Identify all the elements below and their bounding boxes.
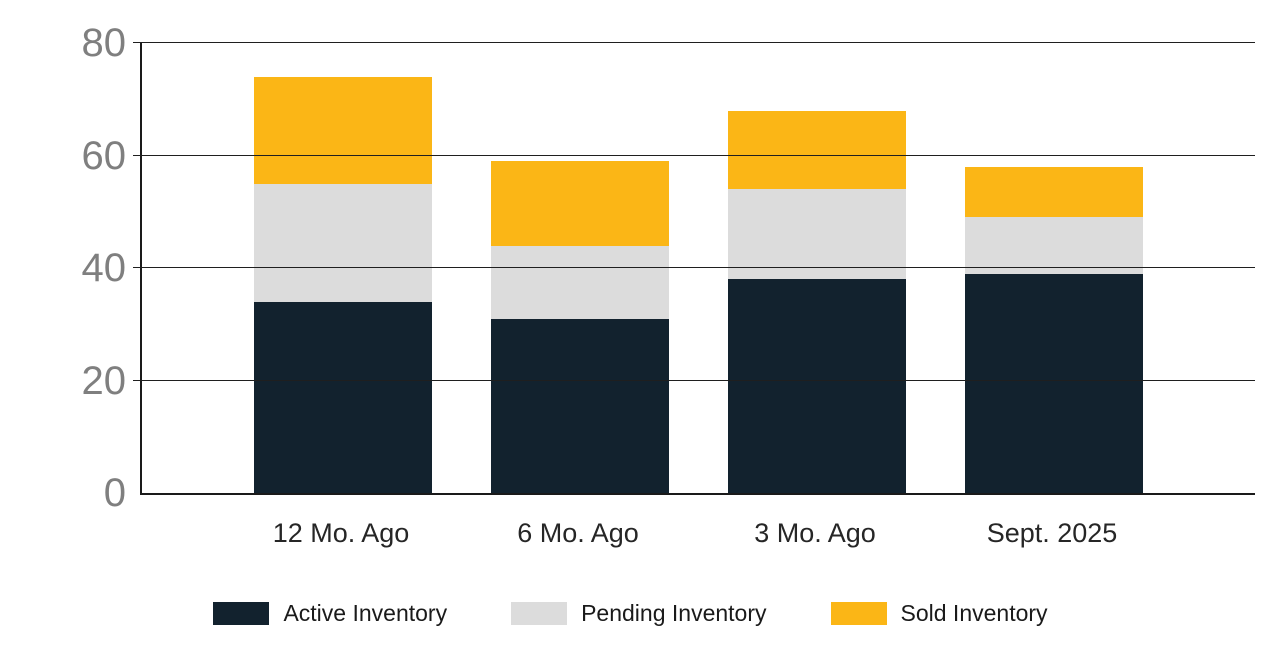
plot-area <box>133 42 1255 495</box>
legend-swatch <box>511 602 568 625</box>
bar-segment-pending <box>491 245 669 319</box>
bar-4 <box>965 43 1143 493</box>
y-tick-label: 60 <box>81 133 127 178</box>
x-tick-label: 6 Mo. Ago <box>517 518 639 548</box>
legend-label: Sold Inventory <box>900 600 1048 626</box>
gridline <box>133 42 1255 43</box>
bar-segment-pending <box>728 189 906 280</box>
bar-segment-sold <box>254 76 432 184</box>
gridline <box>133 267 1255 268</box>
x-axis: 12 Mo. Ago 6 Mo. Ago 3 Mo. Ago Sept. 2025 <box>140 518 1253 549</box>
bar-segment-active <box>728 279 906 493</box>
bar-2 <box>491 43 669 493</box>
bar-segment-pending <box>965 217 1143 274</box>
y-tick-label: 40 <box>81 246 127 290</box>
legend-label: Pending Inventory <box>581 600 767 626</box>
legend: Active Inventory Pending Inventory Sold In… <box>0 600 1261 627</box>
y-tick-label: 20 <box>81 358 127 403</box>
gridline <box>133 154 1255 156</box>
legend-item: Active Inventory <box>213 600 447 627</box>
x-tick-label: 12 Mo. Ago <box>272 518 410 548</box>
x-tick-label: 3 Mo. Ago <box>754 518 876 548</box>
legend-swatch <box>830 602 887 625</box>
bars-layer <box>142 43 1255 493</box>
bar-segment-sold <box>728 110 906 190</box>
legend-item: Sold Inventory <box>830 600 1048 627</box>
bar-segment-pending <box>254 183 432 302</box>
bar-segment-active <box>491 318 669 493</box>
y-tick-label: 0 <box>103 471 126 515</box>
bar-segment-sold <box>965 166 1143 218</box>
bar-segment-active <box>965 273 1143 493</box>
gridline <box>133 379 1255 381</box>
bar-1 <box>254 43 432 493</box>
x-tick-label: Sept. 2025 <box>986 518 1118 548</box>
y-axis-labels: 0 20 40 60 80 <box>0 21 127 515</box>
y-tick-label: 80 <box>81 21 127 65</box>
legend-item: Pending Inventory <box>511 600 767 627</box>
legend-label: Active Inventory <box>283 600 448 626</box>
bar-3 <box>728 43 906 493</box>
legend-swatch <box>213 602 270 625</box>
bar-segment-sold <box>491 161 669 246</box>
bar-segment-active <box>254 301 432 493</box>
